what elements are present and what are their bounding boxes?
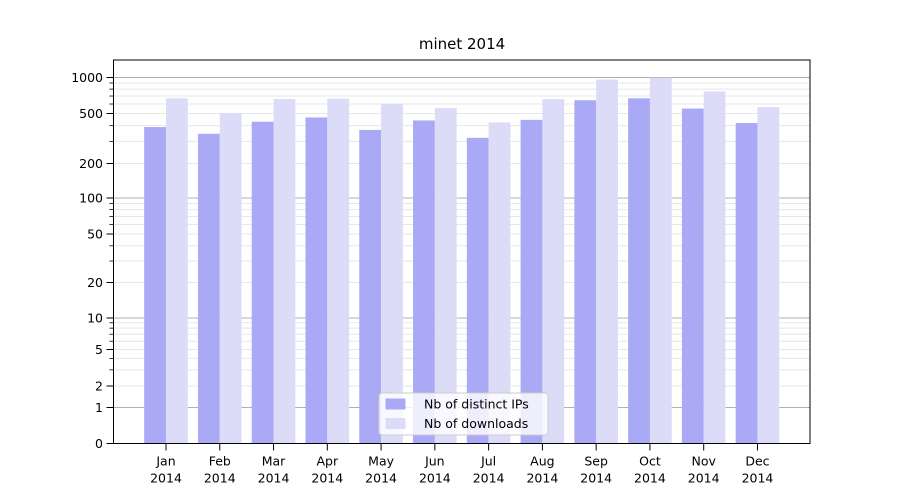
bar-downloads-mar	[273, 99, 296, 444]
x-tick-label-year: 2014	[526, 471, 558, 486]
x-tick-label-year: 2014	[634, 471, 666, 486]
y-tick-label: 20	[87, 275, 103, 290]
bar-distinct-ips-apr	[305, 117, 328, 444]
bar-downloads-feb	[219, 112, 242, 444]
legend-label-downloads: Nb of downloads	[424, 416, 528, 431]
x-tick-label-year: 2014	[688, 471, 720, 486]
bar-downloads-may	[381, 104, 403, 444]
bar-downloads-sep	[596, 79, 618, 444]
x-tick-label-year: 2014	[473, 471, 505, 486]
x-tick-label-year: 2014	[311, 471, 343, 486]
legend: Nb of distinct IPs Nb of downloads	[378, 392, 549, 436]
bar-downloads-jan	[166, 98, 188, 444]
chart-title: minet 2014	[419, 35, 505, 53]
bar-downloads-jul	[488, 122, 511, 444]
bars-layer	[144, 77, 780, 444]
y-tick-label: 0	[95, 436, 103, 451]
bar-distinct-ips-oct	[628, 98, 650, 444]
x-tick-label-month: Sep	[584, 454, 608, 469]
plot-border	[113, 59, 811, 444]
x-tick-label-month: Jun	[424, 454, 445, 469]
axis-labels-layer: 0 1 2 5 10 20 50 100 200 500 1000 Jan 2014 Feb 2014 Mar…	[71, 70, 773, 486]
bar-downloads-nov	[703, 91, 726, 444]
x-tick-label-year: 2014	[365, 471, 397, 486]
legend-label-distinct-ips: Nb of distinct IPs	[424, 397, 529, 412]
x-tick-label-year: 2014	[204, 471, 236, 486]
x-tick-label-month: May	[368, 454, 394, 469]
y-tick-label: 500	[79, 106, 103, 121]
x-tick-label-month: Mar	[262, 454, 286, 469]
y-tick-label: 5	[95, 342, 103, 357]
legend-box	[378, 392, 549, 436]
x-tick-label-month: Jan	[155, 454, 175, 469]
bar-distinct-ips-sep	[574, 100, 597, 444]
bar-downloads-oct	[649, 77, 672, 444]
bar-distinct-ips-jun	[413, 120, 435, 444]
bar-downloads-apr	[327, 98, 350, 444]
bar-distinct-ips-dec	[735, 123, 758, 444]
bar-distinct-ips-mar	[251, 121, 274, 444]
x-tick-label-month: Feb	[209, 454, 231, 469]
x-tick-label-month: Nov	[691, 454, 716, 469]
bar-downloads-dec	[757, 107, 780, 444]
y-tick-label: 10	[87, 311, 103, 326]
y-tick-label: 1000	[71, 70, 103, 85]
bar-downloads-jun	[434, 108, 457, 444]
bar-distinct-ips-jul	[466, 137, 489, 444]
x-tick-label-month: Dec	[745, 454, 769, 469]
x-tick-label-year: 2014	[150, 471, 182, 486]
bar-distinct-ips-nov	[681, 108, 704, 444]
x-tick-label-month: Apr	[316, 454, 338, 469]
y-tick-label: 50	[87, 227, 103, 242]
x-tick-label-month: Aug	[530, 454, 554, 469]
x-tick-label-year: 2014	[419, 471, 451, 486]
bar-distinct-ips-may	[359, 129, 382, 444]
x-tick-label-month: Oct	[639, 454, 661, 469]
bar-distinct-ips-aug	[520, 119, 543, 444]
x-tick-label-year: 2014	[742, 471, 774, 486]
legend-swatch-distinct-ips	[385, 398, 406, 410]
axis-ticks-layer	[106, 77, 758, 451]
y-tick-label: 200	[79, 156, 103, 171]
y-tick-label: 100	[79, 191, 103, 206]
bar-downloads-aug	[542, 99, 565, 444]
x-tick-label-month: Jul	[480, 454, 496, 469]
bar-distinct-ips-feb	[197, 133, 220, 444]
legend-swatch-downloads	[385, 418, 406, 429]
x-tick-label-year: 2014	[258, 471, 290, 486]
x-tick-label-year: 2014	[580, 471, 612, 486]
y-tick-label: 1	[95, 400, 103, 415]
y-tick-label: 2	[95, 379, 103, 394]
bar-distinct-ips-jan	[144, 127, 166, 444]
